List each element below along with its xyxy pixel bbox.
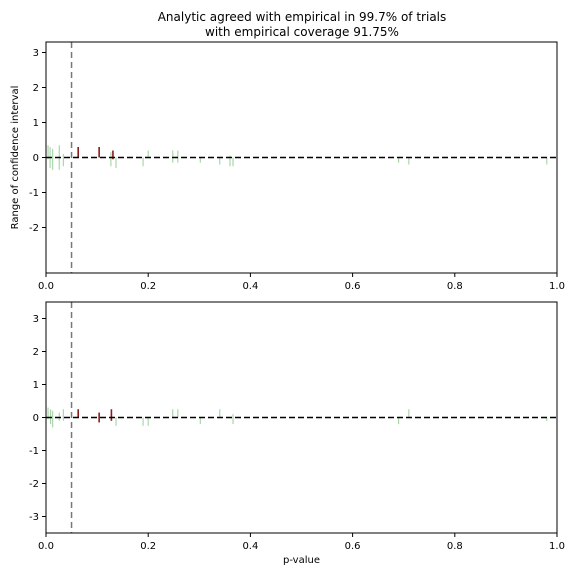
y-tick-label: 1 bbox=[33, 118, 39, 129]
x-tick-label: 0.8 bbox=[447, 541, 463, 552]
y-axis-label: Range of confidence interval bbox=[10, 86, 21, 230]
x-tick-label: 0.6 bbox=[345, 541, 361, 552]
top-plot-panel: 0.0 0.2 0.4 0.6 0.8 1.0 -2 -1 0 1 2 3 Range of confi… bbox=[10, 41, 565, 292]
x-tick-label: 0.4 bbox=[242, 281, 258, 292]
x-tick-label: 0.0 bbox=[38, 541, 54, 552]
y-tick-label: 2 bbox=[33, 347, 39, 358]
x-tick-label: 0.2 bbox=[140, 541, 156, 552]
y-tick-label: -2 bbox=[29, 223, 39, 234]
y-tick-label: -3 bbox=[29, 512, 39, 523]
y-tick-label: 3 bbox=[33, 48, 39, 59]
chart-title-line-2: with empirical coverage 91.75% bbox=[205, 25, 399, 39]
y-tick-label: -1 bbox=[29, 188, 39, 199]
y-tick-label: 1 bbox=[33, 380, 39, 391]
x-tick-label: 1.0 bbox=[549, 541, 565, 552]
bottom-plot-panel: 0.0 0.2 0.4 0.6 0.8 1.0 -3 -2 -1 0 1 2 3 p-value bbox=[29, 301, 565, 566]
chart-title-line-1: Analytic agreed with empirical in 99.7% … bbox=[158, 10, 447, 24]
y-tick-label: 2 bbox=[33, 83, 39, 94]
x-tick-label: 0.6 bbox=[345, 281, 361, 292]
x-axis-label: p-value bbox=[283, 555, 320, 566]
y-tick-label: -2 bbox=[29, 479, 39, 490]
y-tick-label: -1 bbox=[29, 446, 39, 457]
x-tick-label: 0.4 bbox=[242, 541, 258, 552]
x-tick-label: 0.0 bbox=[38, 281, 54, 292]
x-tick-label: 0.8 bbox=[447, 281, 463, 292]
y-tick-label: 0 bbox=[33, 153, 39, 164]
y-tick-label: 0 bbox=[33, 413, 39, 424]
y-tick-label: 3 bbox=[33, 314, 39, 325]
x-tick-label: 1.0 bbox=[549, 281, 565, 292]
x-tick-label: 0.2 bbox=[140, 281, 156, 292]
